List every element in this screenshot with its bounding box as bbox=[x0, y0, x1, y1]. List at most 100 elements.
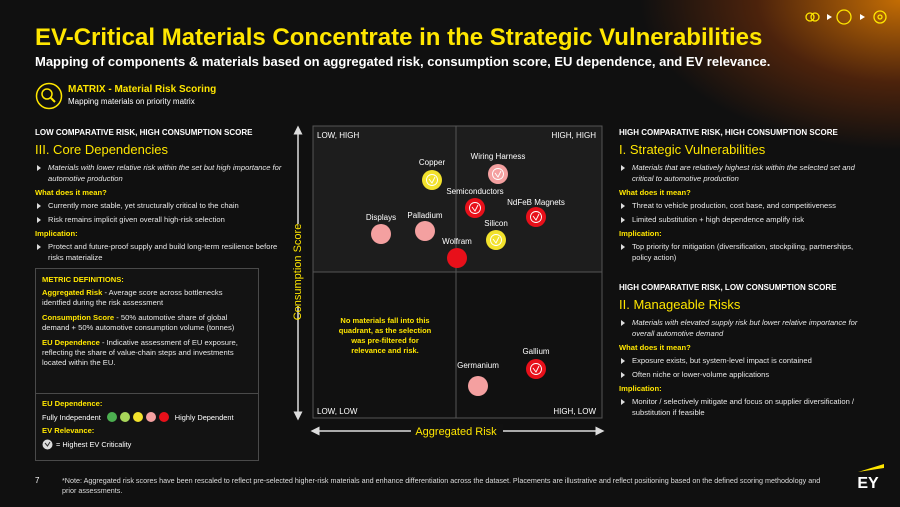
label-bg bbox=[411, 424, 503, 438]
legend-title: EU Dependence: bbox=[42, 399, 103, 408]
section-icon bbox=[35, 82, 63, 110]
legend-dot bbox=[106, 412, 117, 422]
panel-description: Materials with lower relative risk withi… bbox=[35, 163, 290, 184]
panel-description: Materials that are relatively highest ri… bbox=[619, 163, 869, 184]
legend-high: Highly Dependent bbox=[174, 412, 234, 422]
ev-icon bbox=[492, 168, 504, 180]
bullet: Protect and future-proof supply and buil… bbox=[35, 242, 290, 263]
ev-icon bbox=[530, 211, 542, 223]
legend-dot bbox=[145, 412, 156, 422]
ev-icon bbox=[532, 213, 540, 221]
legend-dots bbox=[106, 412, 169, 422]
quadrant-label: LOW, HIGH bbox=[317, 131, 359, 140]
material-bubble bbox=[526, 359, 546, 379]
ev-icon bbox=[530, 363, 542, 375]
legend-dot bbox=[132, 412, 143, 422]
ev-icon bbox=[469, 202, 481, 214]
bullet: Currently more stable, yet structurally … bbox=[35, 201, 290, 212]
legend-ev: = Highest EV Criticality bbox=[56, 440, 132, 449]
term: EU Dependence bbox=[42, 338, 100, 347]
quadrant-label: LOW, LOW bbox=[317, 407, 358, 416]
bullet: Exposure exists, but system-level impact… bbox=[619, 356, 869, 367]
material-bubble bbox=[468, 376, 488, 396]
subtitle: Mapping of components & materials based … bbox=[35, 54, 771, 69]
definition: Aggregated Risk - Average score across b… bbox=[42, 288, 252, 308]
term: Consumption Score bbox=[42, 313, 115, 322]
material-label: Copper bbox=[419, 158, 446, 167]
material-bubble bbox=[486, 230, 506, 250]
term: Aggregated Risk bbox=[42, 288, 103, 297]
ev-icon bbox=[471, 204, 479, 212]
materials: Copper Wiring Harness Semiconductors NdFeB … bbox=[366, 152, 565, 396]
panel-title: I. Strategic Vulnerabilities bbox=[619, 142, 766, 157]
definition-text: - 50% automotive share of global demand … bbox=[42, 313, 235, 332]
material-label: Displays bbox=[366, 213, 396, 222]
label-bg bbox=[291, 224, 305, 306]
material-bubble bbox=[422, 170, 442, 190]
quadrant bbox=[312, 271, 457, 419]
logo-text: EY bbox=[857, 475, 879, 492]
y-axis-label: Consumption Score bbox=[292, 224, 304, 321]
x-axis-label: Aggregated Risk bbox=[415, 426, 497, 438]
material-label: Gallium bbox=[522, 347, 549, 356]
material-bubble bbox=[526, 207, 546, 227]
material-bubble bbox=[447, 248, 467, 268]
definition-text: - Average score across bottlenecks ident… bbox=[42, 288, 223, 307]
bullet: Limited substitution + high dependence a… bbox=[619, 215, 869, 226]
bullet: Risk remains implicit given overall high… bbox=[35, 215, 290, 226]
ev-icon bbox=[494, 170, 502, 178]
legend-box: EU Dependence: Fully Independent Highly … bbox=[35, 393, 259, 461]
material-label: Wolfram bbox=[442, 237, 472, 246]
page-number: 7 bbox=[35, 476, 40, 485]
ev-icon bbox=[426, 174, 438, 186]
quadrant-label: HIGH, LOW bbox=[553, 407, 596, 416]
panel-title: II. Manageable Risks bbox=[619, 297, 741, 312]
panel-description: Materials with elevated supply risk but … bbox=[619, 318, 869, 339]
panel: HIGH COMPARATIVE RISK, HIGH CONSUMPTION … bbox=[619, 128, 869, 266]
legend-dot bbox=[158, 412, 169, 422]
quadrant bbox=[455, 125, 603, 273]
quadrant-label: HIGH, HIGH bbox=[552, 131, 597, 140]
implication-label: Implication: bbox=[619, 229, 662, 238]
footnote: *Note: Aggregated risk scores have been … bbox=[62, 476, 821, 495]
panel: LOW COMPARATIVE RISK, HIGH CONSUMPTION S… bbox=[35, 128, 290, 266]
material-label: Germanium bbox=[457, 361, 499, 370]
meaning-label: What does it mean? bbox=[35, 188, 107, 197]
title: EV-Critical Materials Concentrate in the… bbox=[35, 24, 763, 51]
legend-low: Fully Independent bbox=[42, 412, 101, 422]
material-label: Palladium bbox=[407, 211, 442, 220]
ev-icon bbox=[492, 236, 500, 244]
section-subtitle: Mapping materials on priority matrix bbox=[68, 97, 195, 106]
bullet: Threat to vehicle production, cost base,… bbox=[619, 201, 869, 212]
definition: EU Dependence - Indicative assessment of… bbox=[42, 338, 252, 368]
legend-dot bbox=[119, 412, 130, 422]
definition-text: - Indicative assessment of EU exposure, … bbox=[42, 338, 238, 367]
section-title: MATRIX - Material Risk Scoring bbox=[68, 84, 217, 95]
bullet: Monitor / selectively mitigate and focus… bbox=[619, 397, 869, 418]
definition: Consumption Score - 50% automotive share… bbox=[42, 313, 252, 333]
logo: EY bbox=[857, 464, 884, 492]
bullet: Often niche or lower-volume applications bbox=[619, 370, 869, 381]
nav-icons bbox=[805, 9, 887, 25]
material-label: Semiconductors bbox=[446, 187, 503, 196]
meaning-label: What does it mean? bbox=[619, 188, 691, 197]
quadrant bbox=[312, 125, 457, 273]
legend-title: EV Relevance: bbox=[42, 426, 95, 435]
panel-heading: LOW COMPARATIVE RISK, HIGH CONSUMPTION S… bbox=[35, 128, 253, 137]
note-wrap: No materials fall into this quadrant, as… bbox=[339, 316, 432, 355]
legend-row: = Highest EV Criticality bbox=[42, 439, 252, 450]
panel-heading: HIGH COMPARATIVE RISK, LOW CONSUMPTION S… bbox=[619, 283, 837, 292]
ev-icon bbox=[42, 439, 53, 450]
matrix: Consumption Score Aggregated Risk LOW, H… bbox=[291, 125, 605, 438]
ev-icon bbox=[532, 365, 540, 373]
material-label: Silicon bbox=[484, 219, 508, 228]
panel-heading: HIGH COMPARATIVE RISK, HIGH CONSUMPTION … bbox=[619, 128, 838, 137]
legend-row: Fully Independent Highly Dependent bbox=[42, 412, 252, 422]
definitions-title: METRIC DEFINITIONS: bbox=[42, 275, 124, 284]
bullet: Top priority for mitigation (diversifica… bbox=[619, 242, 869, 263]
ev-icon bbox=[490, 234, 502, 246]
panel: HIGH COMPARATIVE RISK, LOW CONSUMPTION S… bbox=[619, 283, 869, 421]
ev-icon bbox=[428, 176, 436, 184]
material-label: Wiring Harness bbox=[471, 152, 526, 161]
